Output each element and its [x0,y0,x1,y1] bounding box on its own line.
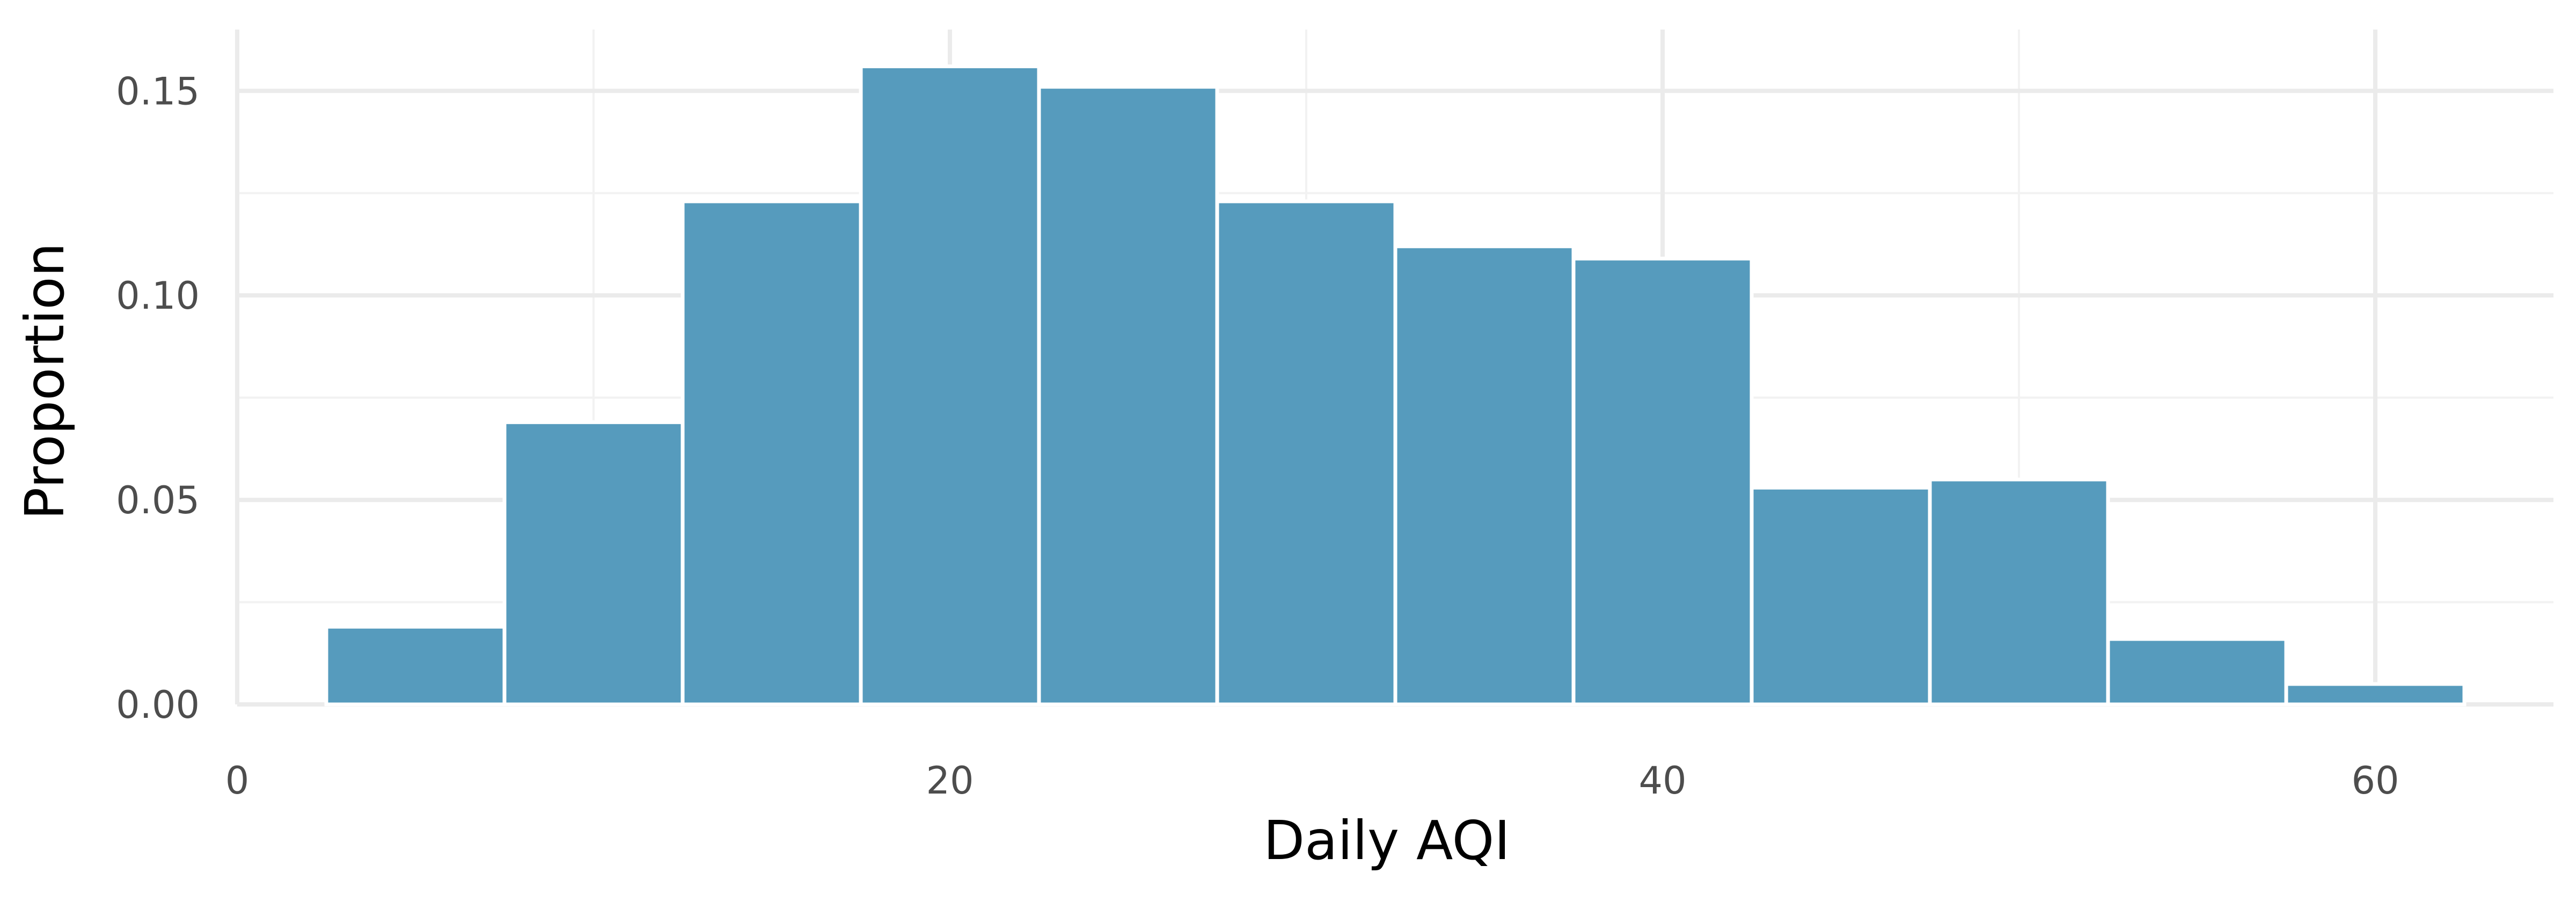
x-axis-title: Daily AQI [1263,809,1510,872]
x-tick-label: 40 [1638,759,1686,803]
histogram-bar-9 [1750,485,1932,707]
histogram-bar-5 [1037,85,1219,707]
y-tick-label: 0.05 [116,478,200,522]
x-tick-label: 0 [225,759,250,803]
y-tick-label: 0.10 [116,274,200,318]
x-tick-labels: 0 20 40 60 [225,759,2399,803]
histogram-bar-10 [1928,477,2110,707]
histogram-bar-3 [680,199,863,707]
histogram-bar-1 [324,624,507,707]
y-tick-labels: 0.00 0.05 0.10 0.15 [116,69,200,727]
y-axis-title: Proportion [13,243,76,520]
bars-layer [324,64,2467,707]
histogram-bar-4 [859,64,1041,707]
histogram-bar-11 [2106,637,2288,707]
histogram-bar-7 [1393,244,1576,707]
y-tick-label: 0.00 [116,683,200,727]
histogram-bar-2 [502,420,685,707]
histogram-bar-6 [1215,199,1397,707]
x-tick-label: 20 [926,759,974,803]
x-tick-label: 60 [2351,759,2399,803]
histogram-bar-12 [2284,682,2467,707]
y-tick-label: 0.15 [116,69,200,113]
histogram-bar-8 [1571,257,1754,707]
